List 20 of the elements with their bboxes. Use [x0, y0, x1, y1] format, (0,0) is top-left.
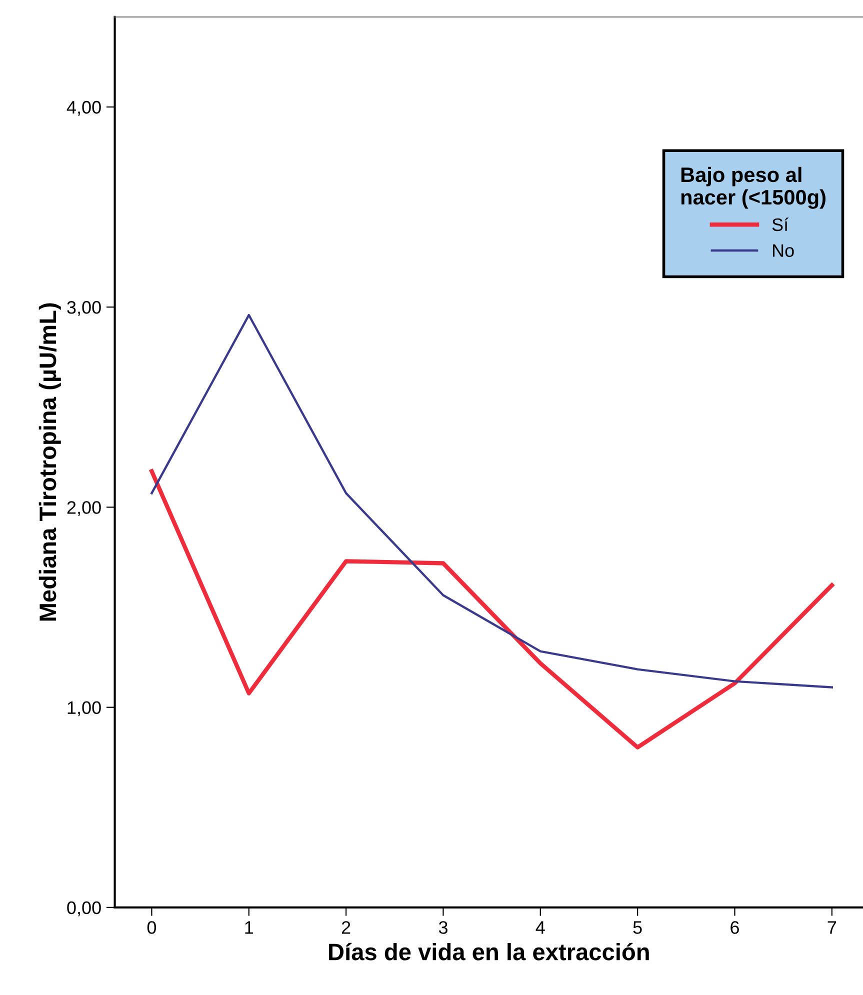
line-series — [150, 314, 834, 688]
y-axis-title: Mediana Tirotropina (µU/mL) — [38, 303, 61, 621]
x-tick-label: 6 — [730, 921, 739, 934]
legend-title: Bajo peso al nacer (<1500g) — [681, 166, 826, 209]
x-tick-label: 7 — [828, 921, 836, 934]
x-tick-label: 2 — [342, 921, 350, 934]
y-tick-label: 1,00 — [68, 701, 101, 716]
legend-label: Sí — [772, 218, 788, 232]
x-tick-label: 0 — [147, 921, 156, 934]
x-tick-label: 3 — [438, 921, 448, 934]
x-tick-label: 1 — [245, 921, 254, 934]
y-tick-label: 0,00 — [67, 901, 101, 916]
x-axis-title: Días de vida en la extracción — [329, 942, 649, 960]
x-tick-label: 5 — [633, 921, 642, 934]
x-tick-label: 4 — [536, 921, 545, 934]
y-tick-label: 3,00 — [67, 301, 101, 316]
y-tick-label: 2,00 — [67, 501, 101, 516]
line-series — [150, 469, 834, 750]
y-tick-label: 4,00 — [66, 100, 101, 116]
legend-label: No — [772, 244, 794, 257]
